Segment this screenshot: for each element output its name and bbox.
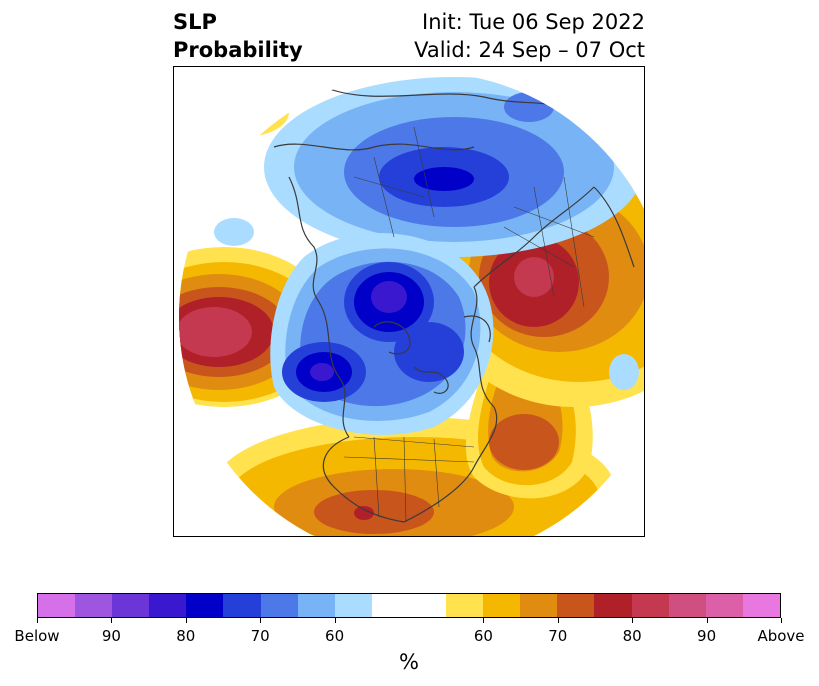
probability-field — [179, 72, 644, 536]
colorbar-swatch-7 — [297, 594, 335, 617]
colorbar-tick-label: 70 — [250, 627, 270, 645]
colorbar-swatch-11 — [446, 594, 484, 617]
colorbar-tick-mark — [706, 618, 708, 623]
colorbar-tick-label: 60 — [473, 627, 493, 645]
valid-period: Valid: 24 Sep – 07 Oct — [414, 38, 645, 62]
colorbar-tick-mark — [334, 618, 336, 623]
country-borders — [343, 126, 595, 523]
colorbar-tick-label: 80 — [176, 627, 196, 645]
colorbar-tick-label: 90 — [697, 627, 717, 645]
colorbar-swatch-15 — [594, 594, 632, 617]
colorbar-tick-mark — [781, 618, 782, 623]
title-line-1: SLP — [173, 10, 217, 34]
polar-below-region — [270, 233, 494, 435]
colorbar-swatch-12 — [483, 594, 521, 617]
colorbar-tick-mark — [37, 618, 38, 623]
coastlines — [273, 86, 635, 523]
colorbar-tick-label: 90 — [101, 627, 121, 645]
colorbar-swatch-4 — [186, 594, 224, 617]
colorbar-swatch-0 — [38, 594, 76, 617]
colorbar-swatch-5 — [223, 594, 261, 617]
colorbar-swatch-9 — [371, 594, 409, 617]
colorbar-swatch-14 — [557, 594, 595, 617]
colorbar-swatch-3 — [149, 594, 187, 617]
colorbar-swatch-1 — [75, 594, 113, 617]
small-below-patch-east — [609, 354, 639, 390]
colorbar-swatch-6 — [260, 594, 298, 617]
colorbar-tick-label: Above — [757, 627, 805, 645]
small-above-patch — [199, 87, 289, 137]
colorbar-tick-mark — [111, 618, 113, 623]
polar-map — [173, 66, 645, 537]
colorbar-swatch-17 — [668, 594, 706, 617]
colorbar-swatch-16 — [631, 594, 669, 617]
forecast-dates: Init: Tue 06 Sep 2022 Valid: 24 Sep – 07… — [414, 8, 645, 64]
colorbar-unit: % — [399, 650, 419, 674]
colorbar-tick-mark — [557, 618, 559, 623]
init-date: Init: Tue 06 Sep 2022 — [422, 10, 645, 34]
chart-title: SLP Probability — [173, 8, 303, 64]
colorbar-tick-label: 70 — [548, 627, 568, 645]
colorbar-tick-mark — [185, 618, 187, 623]
colorbar-tick-mark — [632, 618, 634, 623]
colorbar — [37, 593, 781, 618]
colorbar-swatch-19 — [742, 594, 780, 617]
colorbar-swatch-18 — [705, 594, 743, 617]
small-below-patch — [214, 218, 254, 246]
colorbar-tick-label: 80 — [622, 627, 642, 645]
colorbar-tick-label: 60 — [325, 627, 345, 645]
colorbar-tick-mark — [483, 618, 485, 623]
title-line-2: Probability — [173, 38, 303, 62]
map-canvas — [179, 72, 644, 536]
colorbar-swatch-13 — [520, 594, 558, 617]
colorbar-tick-label: Below — [14, 627, 60, 645]
colorbar-swatch-10 — [408, 594, 447, 617]
colorbar-swatch-2 — [112, 594, 150, 617]
arctic-below-region — [264, 77, 644, 257]
colorbar-swatch-8 — [334, 594, 372, 617]
colorbar-tick-mark — [260, 618, 262, 623]
